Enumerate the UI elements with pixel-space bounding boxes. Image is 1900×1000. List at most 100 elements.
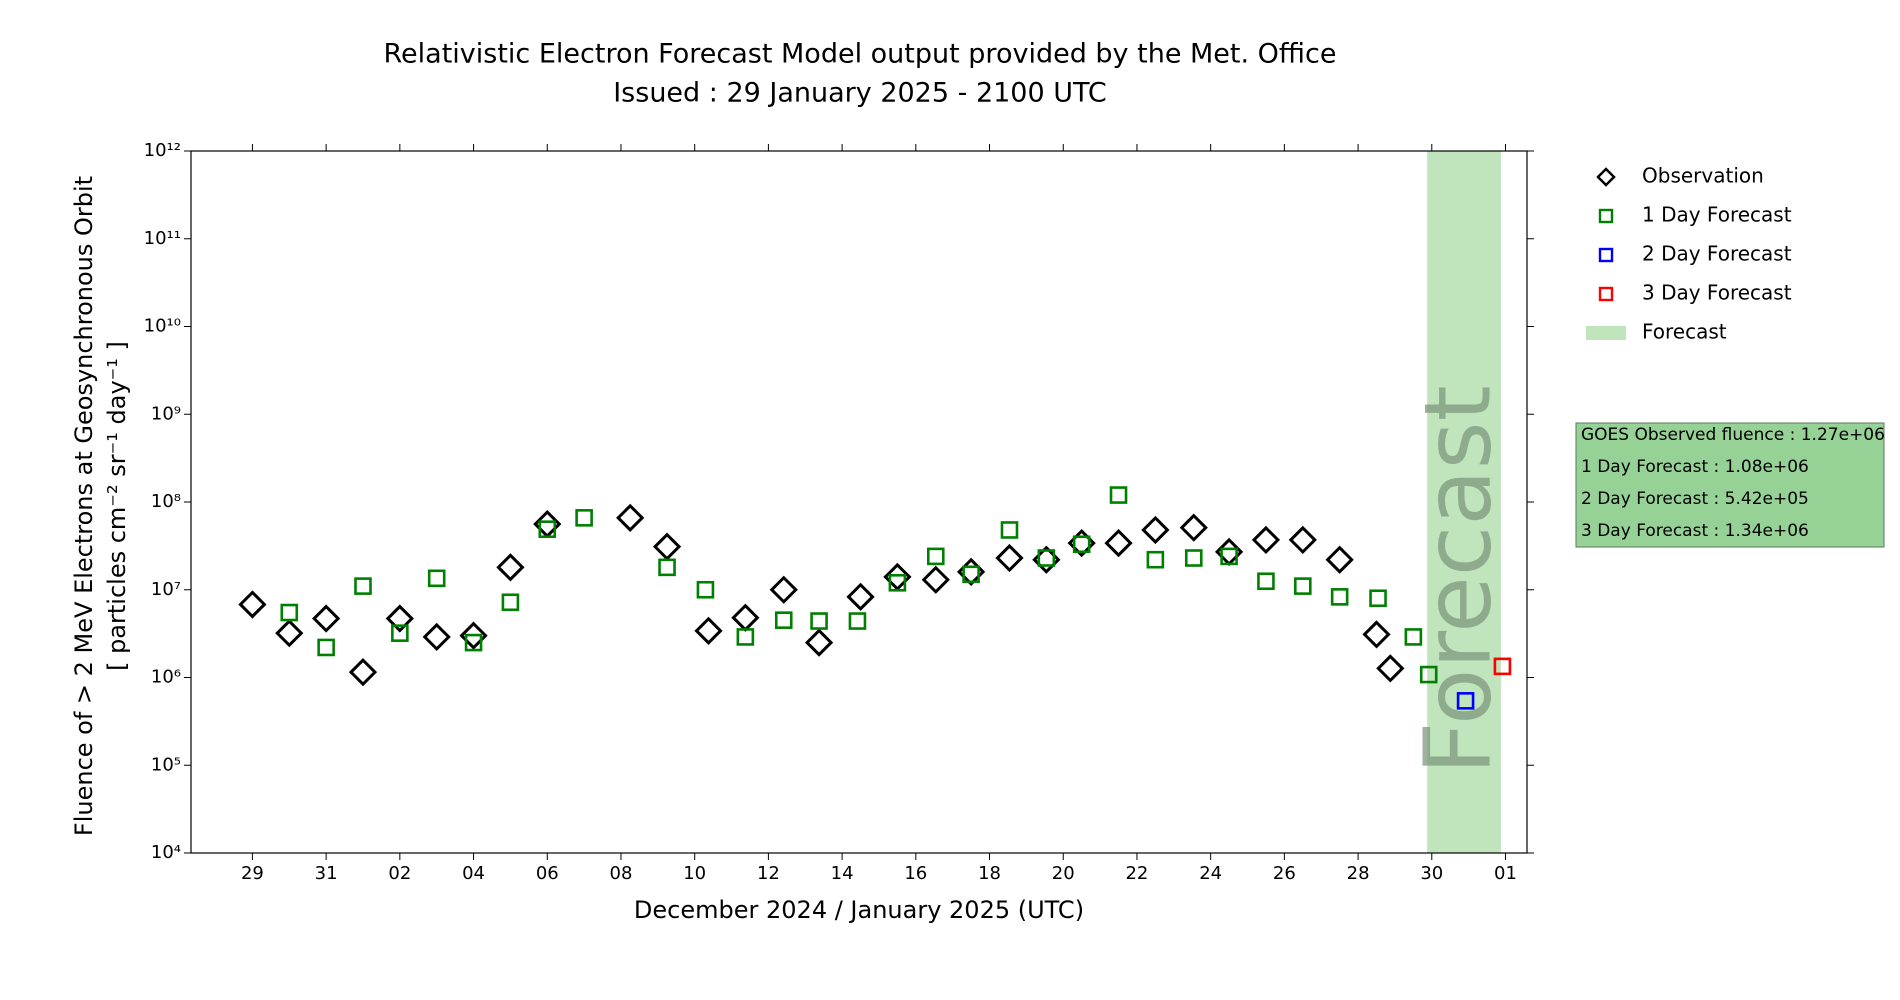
y-tick-label: 10⁷	[151, 579, 181, 600]
diamond-marker	[348, 658, 378, 687]
diamond-marker	[1288, 525, 1317, 555]
square-marker	[575, 509, 593, 527]
legend-label: 3 Day Forecast	[1642, 281, 1792, 305]
square-marker	[1456, 692, 1475, 710]
diamond-marker	[616, 503, 645, 532]
legend-item: 2 Day Forecast	[1598, 242, 1792, 266]
square-marker	[1404, 628, 1423, 646]
legend-label: 2 Day Forecast	[1642, 242, 1792, 266]
square-marker	[810, 612, 828, 630]
legend-swatch	[1586, 326, 1626, 340]
diamond-marker	[496, 553, 525, 582]
square-marker	[736, 628, 755, 646]
x-tick-label: 29	[241, 863, 264, 884]
square-marker	[391, 624, 409, 642]
square-marker	[888, 574, 907, 592]
square-marker	[1293, 577, 1312, 595]
diamond-marker	[1104, 528, 1133, 558]
diamond-marker	[1325, 545, 1354, 574]
square-marker	[1330, 588, 1349, 606]
square-marker	[317, 638, 335, 657]
x-tick-label: 14	[831, 863, 854, 884]
legend-label: Forecast	[1642, 320, 1727, 344]
legend-swatch	[1598, 286, 1614, 302]
y-tick-label: 10¹⁰	[144, 316, 181, 337]
legend-swatch	[1598, 208, 1614, 224]
x-tick-label: 28	[1347, 863, 1370, 884]
square-marker	[1419, 665, 1438, 684]
diamond-marker	[422, 622, 451, 652]
square-marker	[464, 633, 483, 652]
forecast-band-label: Forecast	[1404, 385, 1511, 774]
legend-swatch	[1598, 247, 1614, 263]
chart-title: Relativistic Electron Forecast Model out…	[384, 39, 1337, 70]
square-marker	[1072, 535, 1091, 554]
x-tick-label: 08	[610, 863, 633, 884]
x-tick-label: 24	[1199, 863, 1222, 884]
square-marker	[1184, 549, 1203, 567]
square-marker	[962, 565, 980, 584]
square-marker	[1257, 572, 1275, 591]
square-marker	[1000, 521, 1019, 539]
legend-item: 3 Day Forecast	[1598, 281, 1792, 305]
square-marker	[1493, 657, 1512, 676]
x-tick-label: 26	[1273, 863, 1296, 884]
y-axis-label: Fluence of > 2 MeV Electrons at Geosynch…	[70, 176, 98, 836]
info-box-line: 1 Day Forecast : 1.08e+06	[1581, 457, 1809, 477]
square-marker	[354, 577, 372, 595]
square-marker	[658, 558, 676, 577]
info-box-line: GOES Observed fluence : 1.27e+06	[1581, 425, 1885, 445]
square-marker	[280, 603, 299, 622]
diamond-marker	[1141, 515, 1170, 545]
x-tick-label: 18	[978, 863, 1001, 884]
square-marker	[1220, 547, 1238, 566]
square-marker	[848, 612, 867, 630]
legend-label: 1 Day Forecast	[1642, 203, 1792, 227]
x-tick-label: 06	[536, 863, 559, 884]
square-marker	[696, 580, 715, 599]
legend-label: Observation	[1642, 164, 1764, 188]
square-marker	[1037, 549, 1056, 567]
legend-item: 1 Day Forecast	[1598, 203, 1792, 227]
diamond-marker	[385, 604, 414, 633]
diamond-marker	[921, 565, 950, 594]
x-tick-label: 22	[1125, 863, 1148, 884]
diamond-marker	[1376, 654, 1405, 683]
x-tick-label: 10	[683, 863, 706, 884]
info-box-line: 3 Day Forecast : 1.34e+06	[1581, 521, 1809, 541]
info-box: GOES Observed fluence : 1.27e+06 1 Day Fo…	[1575, 422, 1885, 548]
diamond-marker	[275, 619, 304, 648]
square-marker	[538, 520, 557, 538]
square-marker	[774, 611, 793, 629]
square-marker	[1146, 550, 1165, 569]
forecast-band	[1427, 151, 1501, 853]
legend-item: Observation	[1596, 164, 1764, 188]
x-tick-label: 01	[1494, 863, 1517, 884]
x-tick-label: 12	[757, 863, 780, 884]
square-marker	[427, 569, 446, 588]
diamond-marker	[238, 590, 267, 619]
diamond-marker	[1362, 620, 1391, 649]
y-tick-label: 10¹²	[144, 140, 181, 161]
square-marker	[1109, 486, 1128, 504]
diamond-marker	[769, 575, 798, 604]
info-box-bg	[1575, 422, 1885, 548]
square-marker	[926, 547, 945, 566]
diamond-marker	[694, 616, 723, 645]
square-marker	[501, 593, 520, 612]
diamond-marker	[804, 628, 834, 657]
square-marker	[1369, 589, 1387, 608]
x-tick-label: 31	[315, 863, 338, 884]
y-tick-label: 10⁶	[151, 667, 181, 688]
diamond-marker	[312, 604, 341, 633]
plot-frame	[190, 150, 1528, 854]
y-tick-label: 10¹¹	[144, 228, 181, 249]
diamond-marker	[1179, 513, 1208, 542]
legend-swatch	[1596, 167, 1616, 187]
y-tick-label: 10⁸	[151, 491, 181, 512]
diamond-marker	[459, 621, 488, 650]
x-tick-label: 20	[1052, 863, 1075, 884]
legend-item: Forecast	[1586, 320, 1727, 344]
diamond-marker	[731, 603, 760, 632]
x-tick-label: 04	[462, 863, 485, 884]
